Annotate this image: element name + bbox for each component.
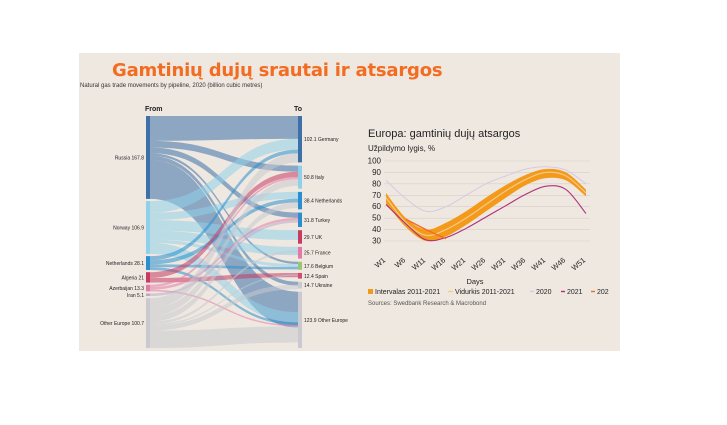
- sankey-flow: [150, 171, 298, 278]
- source-label: Russia 167.8: [115, 155, 144, 161]
- line-current: [405, 218, 447, 240]
- target-node: [298, 281, 302, 289]
- x-tick-label: W6: [393, 256, 407, 270]
- storage-legend: Intervalas 2011-2021 Vidurkis 2011-2021 20…: [368, 289, 609, 296]
- legend-swatch: [368, 289, 373, 294]
- target-label: 38.4 Netherlands: [304, 199, 343, 205]
- line-2021: [385, 185, 587, 242]
- source-label: Netherlands 28.1: [106, 261, 144, 267]
- average-line: [385, 171, 587, 237]
- sankey-flow: [150, 274, 298, 326]
- legend-label: Vidurkis 2011-2021: [455, 289, 515, 296]
- from-header: From: [145, 106, 163, 113]
- sankey-flow: [150, 116, 298, 141]
- sankey-nodes: [146, 116, 302, 348]
- source-node: [146, 116, 150, 199]
- target-label: 31.8 Turkey: [304, 218, 331, 224]
- legend-label: 2020: [536, 289, 552, 296]
- target-label: 14.7 Ukraine: [304, 283, 333, 289]
- y-tick-label: 40: [372, 225, 381, 234]
- target-node: [298, 230, 302, 244]
- sankey-flow: [150, 138, 298, 213]
- source-label: Iran 5.1: [127, 293, 144, 299]
- target-node: [298, 191, 302, 210]
- sankey-flow: [150, 242, 298, 323]
- x-tick-label: W1: [373, 256, 387, 270]
- source-node: [146, 298, 150, 348]
- y-tick-label: 90: [372, 168, 381, 177]
- source-node: [146, 293, 150, 297]
- sankey-flow: [150, 149, 298, 261]
- sankey-subtitle: Natural gas trade movements by pipeline,…: [80, 83, 263, 89]
- storage-source: Sources: Swedbank Research & Macrobond: [368, 301, 486, 307]
- sankey-flow: [150, 220, 298, 297]
- x-axis-label: Days: [466, 277, 483, 286]
- target-label: 102.1 Germany: [304, 137, 339, 143]
- target-node: [298, 246, 302, 259]
- x-tick-label: W36: [510, 256, 528, 273]
- source-node: [146, 284, 150, 292]
- storage-plot: [385, 166, 587, 242]
- sankey-flow: [150, 179, 298, 316]
- sankey-flow: [150, 250, 298, 325]
- y-tick-label: 30: [372, 237, 381, 246]
- target-label: 12.4 Spain: [304, 274, 328, 280]
- target-label: 25.7 France: [304, 251, 331, 257]
- sankey-flow: [150, 230, 298, 256]
- sankey-flow: [150, 326, 298, 348]
- x-tick-label: W41: [530, 256, 548, 273]
- storage-subtitle: Užpildymo lygis, %: [368, 144, 435, 153]
- legend-label: 202: [597, 289, 609, 296]
- x-tick-label: W51: [570, 256, 588, 273]
- line-2020: [385, 166, 587, 213]
- storage-title: Europa: gamtinių dujų atsargos: [368, 128, 521, 140]
- target-label: 123.9 Other Europe: [304, 318, 348, 324]
- legend-label: 2021: [567, 289, 583, 296]
- legend-label: Intervalas 2011-2021: [375, 289, 440, 296]
- source-node: [146, 256, 150, 270]
- target-node: [298, 116, 302, 163]
- target-label: 29.7 UK: [304, 235, 323, 241]
- sankey-flow: [150, 147, 298, 218]
- y-tick-label: 80: [372, 179, 381, 188]
- y-tick-label: 60: [372, 202, 381, 211]
- source-label: Azerbaijan 13.3: [109, 286, 144, 292]
- to-header: To: [294, 106, 302, 113]
- target-label: 50.8 Italy: [304, 175, 325, 181]
- x-tick-label: W21: [450, 256, 468, 273]
- target-node: [298, 165, 302, 189]
- x-tick-label: W11: [410, 256, 427, 272]
- target-label: 17.6 Belgium: [304, 264, 333, 270]
- sankey-flow: [150, 284, 298, 331]
- source-node: [146, 272, 150, 283]
- sankey-flow: [150, 267, 298, 325]
- target-node: [298, 212, 302, 227]
- y-tick-label: 70: [372, 191, 381, 200]
- sankey-flow: [150, 202, 298, 322]
- target-node: [298, 261, 302, 270]
- target-node: [298, 291, 302, 348]
- sankey-flow: [150, 217, 298, 290]
- sankey-flows: [150, 116, 298, 348]
- x-tick-label: W16: [430, 256, 448, 273]
- source-node: [146, 201, 150, 254]
- source-label: Algeria 21: [121, 275, 144, 281]
- target-node: [298, 272, 302, 279]
- page-title: Gamtinių dujų srautai ir atsargos: [112, 60, 443, 81]
- sankey-flow: [150, 153, 298, 309]
- source-label: Norway 106.9: [113, 226, 144, 232]
- x-tick-label: W26: [470, 256, 488, 273]
- sankey-flow: [150, 155, 298, 286]
- x-tick-label: W46: [550, 256, 568, 273]
- source-label: Other Europe 100.7: [100, 321, 144, 327]
- y-tick-label: 50: [372, 214, 381, 223]
- y-tick-label: 100: [368, 157, 382, 166]
- x-tick-label: W31: [490, 256, 508, 273]
